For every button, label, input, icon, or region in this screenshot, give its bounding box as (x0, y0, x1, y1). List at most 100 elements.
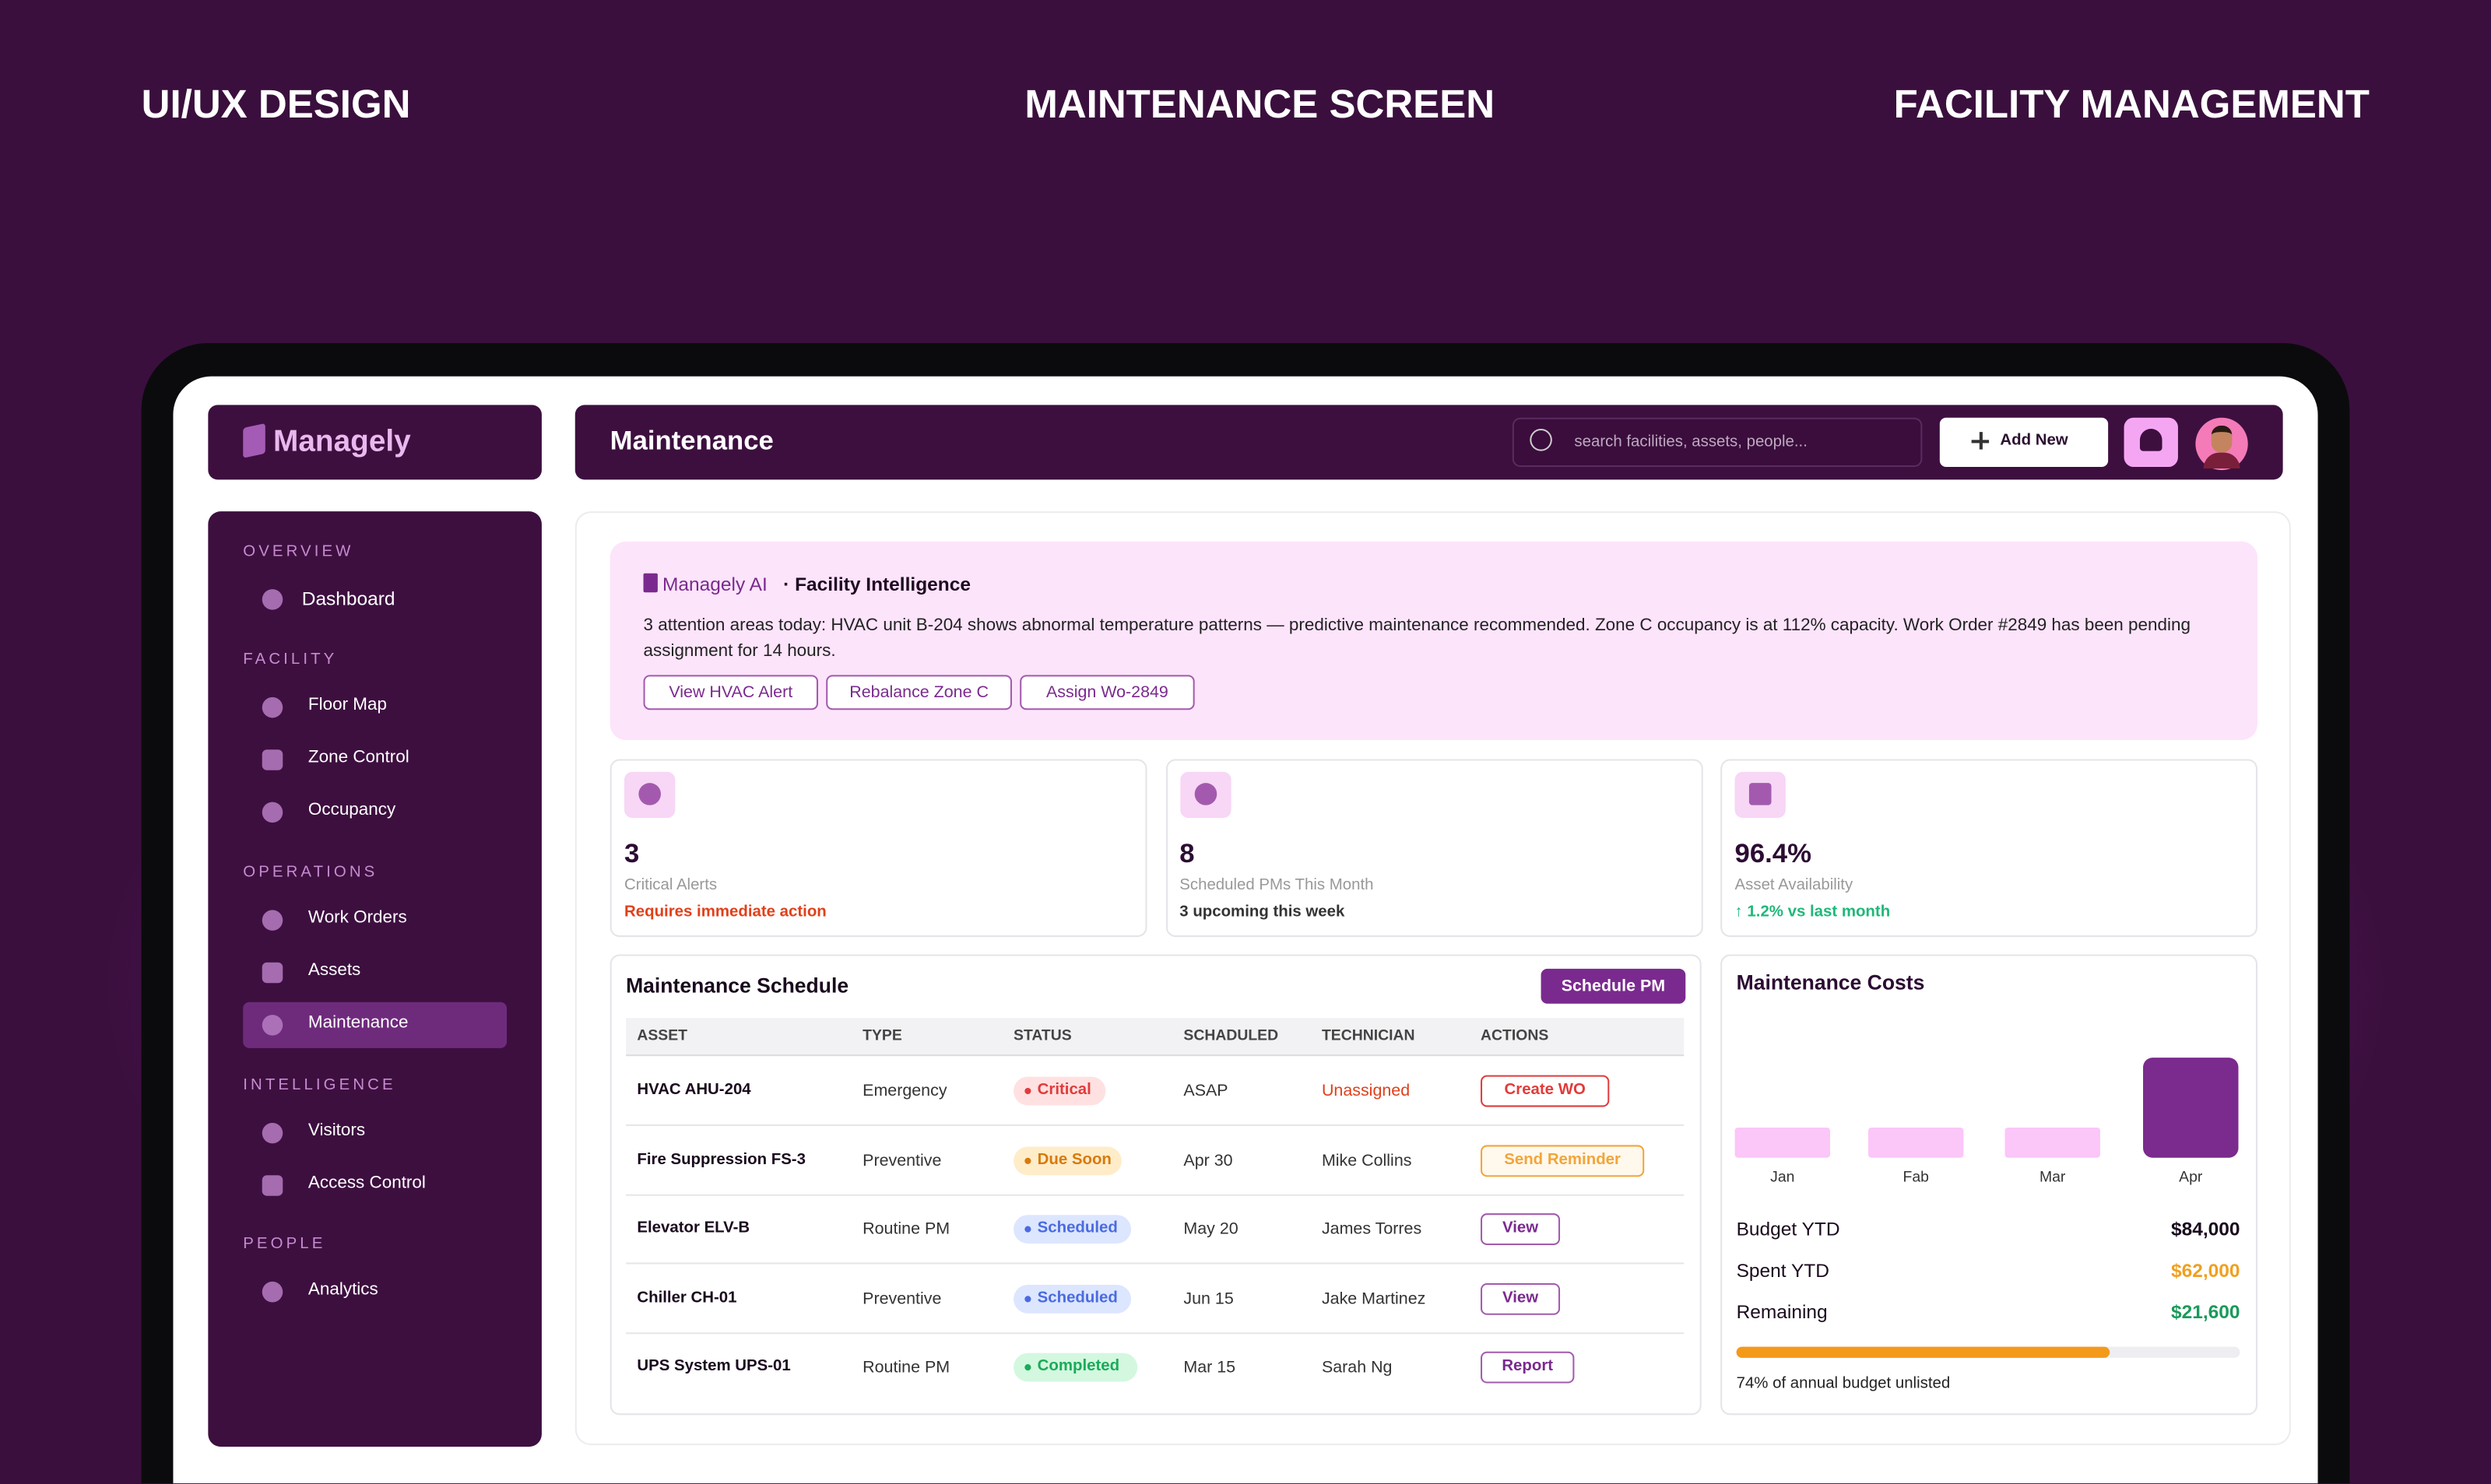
search-icon (1530, 429, 1552, 451)
nav-icon (262, 696, 283, 718)
cell-asset: Fire Suppression FS-3 (637, 1150, 806, 1169)
cost-bar (1867, 1128, 1964, 1158)
main-panel (574, 511, 2291, 1446)
schedule-title: Maintenance Schedule (626, 974, 849, 998)
ai-action[interactable]: Rebalance Zone C (826, 675, 1012, 710)
status-text: Due Soon (1037, 1150, 1112, 1169)
cell-date: Apr 30 (1183, 1150, 1233, 1170)
nav-icon (262, 1281, 283, 1303)
stat-label: Scheduled PMs This Month (1179, 876, 1374, 894)
stat-value: 8 (1179, 838, 1195, 869)
stat-note: Requires immediate action (624, 903, 827, 921)
nav-icon (262, 910, 283, 931)
stat-note: ↑ 1.2% vs last month (1734, 903, 1891, 921)
add-label[interactable]: Add New (2000, 432, 2068, 450)
cell-technician: Mike Collins (1321, 1150, 1412, 1170)
row-divider (626, 1124, 1685, 1126)
status-dot (1024, 1364, 1031, 1371)
search-box[interactable] (1512, 417, 1923, 467)
status-text: Critical (1037, 1081, 1091, 1100)
brand-name: Managely (273, 425, 411, 459)
action-button[interactable]: Report (1481, 1351, 1575, 1384)
nav-item[interactable]: Visitors (307, 1121, 366, 1141)
nav-item[interactable]: Work Orders (307, 908, 407, 928)
action-button[interactable]: View (1481, 1213, 1561, 1245)
bell (2139, 429, 2162, 451)
stat-label: Asset Availability (1734, 876, 1853, 894)
cell-type: Routine PM (863, 1219, 950, 1239)
nav-item[interactable]: Assets (307, 960, 361, 981)
nav-item[interactable]: Floor Map (307, 695, 387, 715)
status-dot (1024, 1156, 1031, 1163)
status-dot (1024, 1087, 1031, 1095)
nav-section-title: FACILITY (243, 651, 338, 669)
nav-icon (262, 1175, 283, 1196)
nav-item[interactable]: Access Control (307, 1174, 426, 1193)
nav-section-title: OVERVIEW (243, 542, 354, 561)
status-text: Completed (1037, 1357, 1120, 1376)
stat-card (1720, 759, 2257, 938)
column-header: ACTIONS (1481, 1027, 1549, 1045)
stat-label: Critical Alerts (624, 876, 718, 894)
cell-asset: UPS System UPS-01 (637, 1357, 791, 1376)
cell-asset: Elevator ELV-B (637, 1219, 750, 1237)
column-header: SCHADULED (1183, 1027, 1279, 1045)
costs-panel (1720, 954, 2257, 1416)
status-text: Scheduled (1037, 1289, 1118, 1307)
search-placeholder: search facilities, assets, people... (1574, 433, 1808, 451)
ai-icon (643, 573, 658, 593)
action-button[interactable]: View (1481, 1282, 1561, 1314)
nav-item[interactable]: Dashboard (301, 588, 395, 610)
cell-technician: Jake Martinez (1321, 1289, 1426, 1308)
cell-technician: Sarah Ng (1321, 1357, 1393, 1377)
schedule-panel (610, 954, 1702, 1416)
add-button[interactable] (1939, 417, 2109, 467)
status-pill (1014, 1145, 1122, 1175)
nav-section-title: INTELLIGENCE (243, 1076, 396, 1095)
ai-subtitle: · Facility Intelligence (783, 573, 971, 596)
nav-section-title: PEOPLE (243, 1235, 326, 1254)
ai-action[interactable]: View HVAC Alert (643, 675, 819, 710)
stat-note: 3 upcoming this week (1179, 903, 1345, 921)
status-pill (1014, 1352, 1138, 1382)
row-divider (626, 1331, 1685, 1334)
nav-icon (262, 1015, 283, 1036)
cost-value: $84,000 (2170, 1218, 2240, 1240)
column-header: STATUS (1014, 1027, 1072, 1045)
cost-bar (2004, 1128, 2100, 1158)
header-left: UI/UX DESIGN (141, 82, 411, 128)
status-text: Scheduled (1037, 1219, 1118, 1237)
ai-action[interactable]: Assign Wo-2849 (1020, 675, 1195, 710)
page-title: Maintenance (610, 425, 774, 456)
cost-label: Spent YTD (1736, 1259, 1829, 1282)
row-divider (626, 1262, 1685, 1265)
plus-v (1979, 432, 1982, 450)
cost-value: $62,000 (2170, 1259, 2240, 1282)
column-header: TYPE (863, 1027, 902, 1045)
status-dot (1024, 1295, 1031, 1302)
ai-message: 3 attention areas today: HVAC unit B-204… (643, 616, 2191, 661)
brand-icon (243, 423, 265, 458)
bar-label: Fab (1903, 1169, 1929, 1187)
cell-type: Preventive (863, 1289, 942, 1308)
header-right: FACILITY MANAGEMENT (1893, 82, 2370, 128)
nav-icon (262, 802, 283, 823)
action-button[interactable]: Create WO (1481, 1075, 1610, 1107)
status-pill (1014, 1283, 1132, 1313)
cell-date: Mar 15 (1183, 1357, 1236, 1377)
cell-type: Preventive (863, 1150, 942, 1170)
schedule-button[interactable]: Schedule PM (1541, 968, 1686, 1004)
nav-item[interactable]: Analytics (307, 1279, 378, 1300)
ai-brand: Managely AI (662, 573, 768, 596)
stat-value: 96.4% (1734, 838, 1811, 869)
progress-note: 74% of annual budget unlisted (1736, 1375, 1951, 1393)
bar-label: Jan (1770, 1169, 1795, 1187)
stat-icon-glyph (1748, 783, 1772, 805)
nav-item[interactable]: Occupancy (307, 800, 396, 820)
header-center: MAINTENANCE SCREEN (1024, 82, 1495, 128)
bar-label: Mar (2040, 1169, 2066, 1187)
nav-item[interactable]: Maintenance (307, 1013, 409, 1033)
nav-item[interactable]: Zone Control (307, 748, 409, 767)
cell-technician: Unassigned (1321, 1081, 1411, 1101)
action-button[interactable]: Send Reminder (1481, 1144, 1645, 1177)
